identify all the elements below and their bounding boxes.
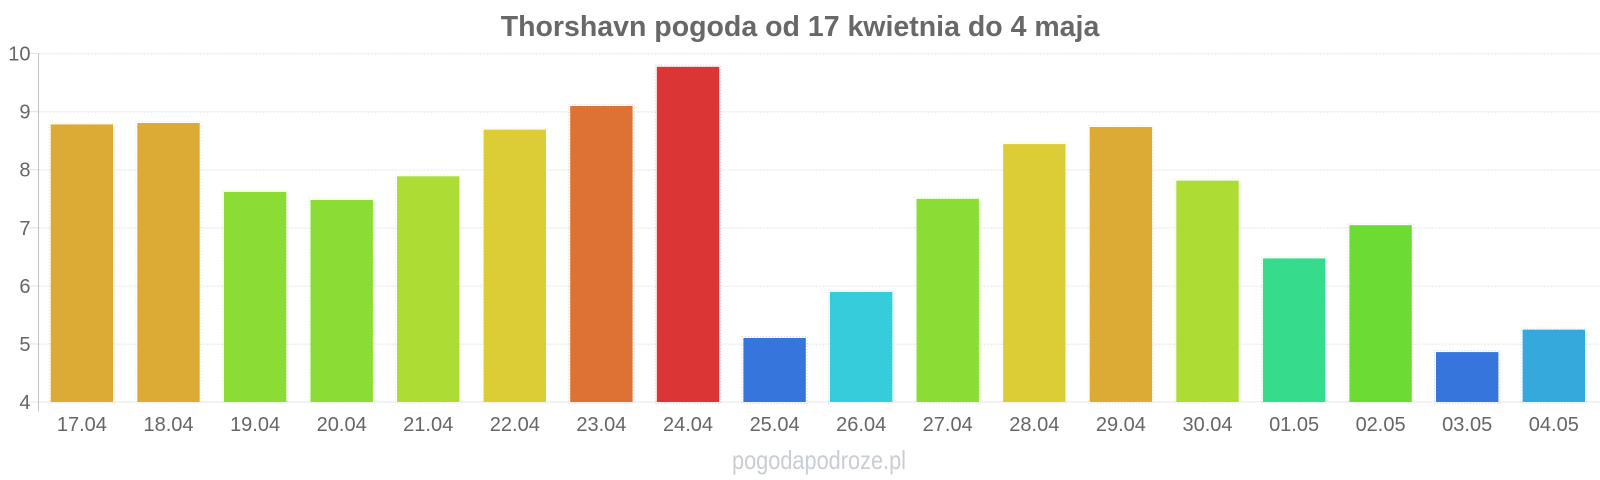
svg-text:10: 10 (8, 44, 30, 66)
svg-text:9: 9 (19, 102, 30, 124)
svg-text:04.05: 04.05 (1529, 414, 1579, 436)
svg-text:24.04: 24.04 (663, 414, 713, 436)
svg-text:20.04: 20.04 (317, 414, 367, 436)
svg-text:26.04: 26.04 (836, 414, 886, 436)
svg-text:30.04: 30.04 (1182, 414, 1232, 436)
svg-text:22.04: 22.04 (490, 414, 540, 436)
svg-text:02.05: 02.05 (1356, 414, 1406, 436)
svg-text:5: 5 (19, 334, 30, 356)
svg-text:27.04: 27.04 (923, 414, 973, 436)
svg-text:23.04: 23.04 (576, 414, 626, 436)
svg-text:6: 6 (19, 276, 30, 298)
svg-text:21.04: 21.04 (403, 414, 453, 436)
svg-text:19.04: 19.04 (230, 414, 280, 436)
svg-text:pogodapodroze.pl: pogodapodroze.pl (732, 445, 906, 475)
svg-text:28.04: 28.04 (1009, 414, 1059, 436)
svg-text:17.04: 17.04 (57, 414, 107, 436)
svg-text:03.05: 03.05 (1442, 414, 1492, 436)
svg-text:Thorshavn pogoda od 17 kwietni: Thorshavn pogoda od 17 kwietnia do 4 maj… (501, 11, 1101, 43)
svg-text:8: 8 (19, 160, 30, 182)
svg-text:29.04: 29.04 (1096, 414, 1146, 436)
svg-text:7: 7 (19, 218, 30, 240)
svg-text:4: 4 (19, 392, 30, 414)
svg-text:18.04: 18.04 (143, 414, 193, 436)
svg-text:25.04: 25.04 (750, 414, 800, 436)
svg-text:01.05: 01.05 (1269, 414, 1319, 436)
